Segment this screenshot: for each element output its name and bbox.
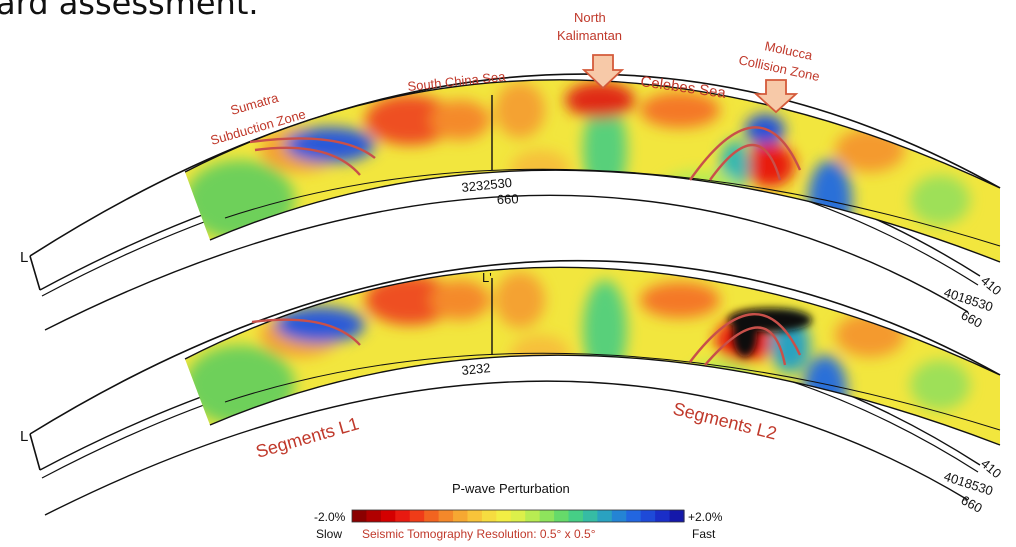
colorbar-fast-label: Fast (692, 527, 716, 541)
top-field-bottom-edge (209, 169, 1001, 263)
bottom-tomography-field (185, 267, 1000, 445)
colorbar-swatch (395, 510, 411, 522)
top-profile-middle-660: 660 (497, 191, 519, 207)
colorbar-swatch (380, 510, 396, 522)
top-profile-middle-depths: 3232530 (461, 175, 513, 195)
top-profile-surface-line (29, 73, 1001, 257)
colorbar-min-label: -2.0% (314, 510, 346, 524)
bottom-field-bottom-edge (209, 354, 1001, 446)
colorbar-swatch (467, 510, 483, 522)
bottom-profile-middle-depths: 3232 (461, 360, 491, 378)
colorbar-swatch (655, 510, 671, 522)
slide-heading: ard assessment. (0, 0, 259, 22)
bottom-profile-660-line (44, 380, 969, 516)
bottom-profile-left-edge (29, 433, 41, 471)
top-molucca-arc-1 (689, 126, 802, 181)
colorbar-swatch (554, 510, 570, 522)
colorbar-swatch (669, 510, 685, 522)
top-field-top-edge (184, 79, 1001, 189)
colorbar-frame (351, 509, 685, 523)
colorbar-swatch (611, 510, 627, 522)
bottom-profile: L L' 3232 4018530 410 660 (20, 259, 1004, 516)
colorbar-slow-label: Slow (316, 527, 342, 541)
colorbar-max-label: +2.0% (688, 510, 723, 524)
top-profile-410: 410 (978, 273, 1004, 298)
bottom-sumatra-slab-line (251, 318, 361, 346)
north-kalimantan-label-line1: North (574, 10, 606, 25)
north-kalimantan-label-line2: Kalimantan (557, 28, 622, 43)
bottom-profile-surface-line (29, 259, 1001, 435)
north-kalimantan-arrow-icon (581, 54, 625, 90)
top-profile-left-edge (29, 255, 41, 291)
colorbar-swatch (640, 510, 656, 522)
bottom-profile-middle-marker: L' (482, 270, 492, 285)
colorbar-swatch (525, 510, 541, 522)
colorbar-swatch (424, 510, 440, 522)
colorbar-swatch (626, 510, 642, 522)
colorbar-swatch (409, 510, 425, 522)
colorbar-swatch (453, 510, 469, 522)
top-molucca-arc-2 (709, 143, 782, 181)
bottom-molucca-arc-2 (704, 326, 787, 366)
colorbar-swatch (352, 510, 368, 522)
colorbar-swatch (539, 510, 555, 522)
colorbar-resolution-label: Seismic Tomography Resolution: 0.5° x 0.… (362, 527, 596, 541)
bottom-profile-left-label: L (20, 428, 28, 445)
bottom-profile-660: 660 (959, 492, 985, 515)
top-field-mid-line (224, 168, 1001, 247)
colorbar-swatch (496, 510, 512, 522)
colorbar-swatches (352, 510, 685, 522)
colorbar-swatch (568, 510, 584, 522)
top-sumatra-slab-line-2 (254, 146, 361, 176)
colorbar-swatch (366, 510, 382, 522)
bottom-molucca-arc-1 (689, 313, 802, 363)
segments-l1-label: Segments L1 (254, 413, 361, 461)
colorbar-swatch (481, 510, 497, 522)
top-profile-660-line (44, 194, 969, 331)
colorbar-title: P-wave Perturbation (452, 481, 570, 496)
top-sumatra-slab-line-1 (249, 137, 376, 159)
colorbar-swatch (510, 510, 526, 522)
colorbar-swatch (582, 510, 598, 522)
bottom-field-top-edge (184, 266, 1001, 376)
colorbar-swatch (438, 510, 454, 522)
colorbar-swatch (597, 510, 613, 522)
sumatra-label-line1: Sumatra (229, 90, 281, 118)
top-profile-left-label: L (20, 249, 28, 266)
bottom-field-mid-line (224, 352, 1001, 431)
segments-l2-label: Segments L2 (671, 398, 779, 443)
bottom-profile-410: 410 (978, 456, 1004, 481)
molucca-arrow-icon (753, 79, 799, 114)
colorbar: P-wave Perturbation -2.0% +2.0% Slow Fas… (314, 481, 723, 541)
